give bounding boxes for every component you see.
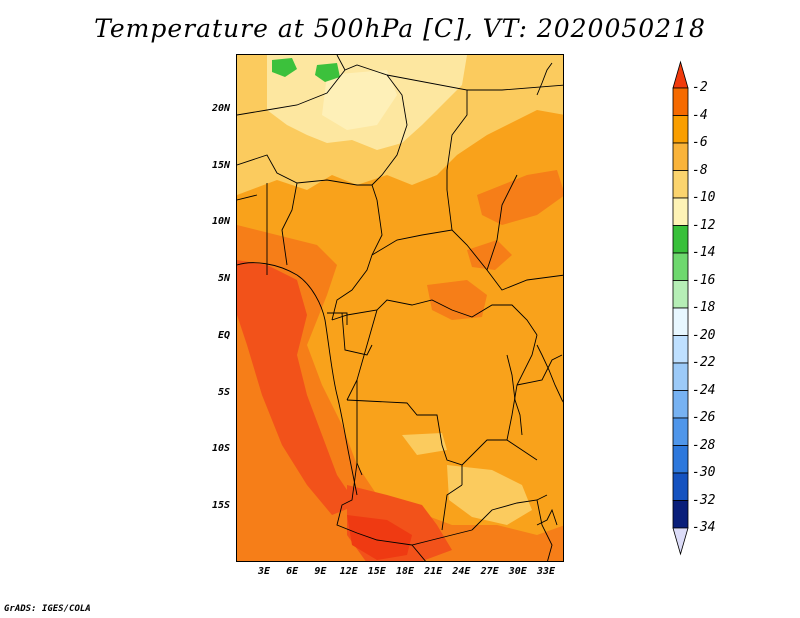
temperature-map <box>236 54 564 562</box>
country-borders <box>237 55 563 561</box>
colorbar-label: -22 <box>692 355 716 370</box>
field-light-southeast <box>447 465 532 525</box>
latitude-label: 20N <box>211 103 230 114</box>
colorbar-segment <box>672 142 689 171</box>
colorbar-label: -24 <box>692 382 716 398</box>
colorbar-segment <box>672 197 689 226</box>
field-warm-east <box>467 240 512 270</box>
latitude-label: 10N <box>211 216 230 228</box>
colorbar-label: -6 <box>692 135 708 150</box>
credit-label: GrADS: IGES/COLA <box>4 604 91 614</box>
colorbar-label: -34 <box>692 520 716 535</box>
field-green-2 <box>315 63 340 82</box>
colorbar-bottom-arrow <box>672 527 689 556</box>
longitude-label: 9E <box>314 566 327 577</box>
colorbar-segment <box>672 362 689 391</box>
longitude-label: 6E <box>286 566 299 577</box>
latitude-label: 10S <box>211 443 230 455</box>
field-hot-west <box>237 260 357 515</box>
colorbar-label: -14 <box>692 245 716 260</box>
colorbar-segment <box>672 390 689 419</box>
colorbar-segment <box>672 500 689 529</box>
temperature-fields <box>237 55 563 561</box>
colorbar-segment <box>672 170 689 199</box>
colorbar-segment <box>672 115 689 144</box>
map-title: Temperature at 500hPa [C], VT: 202005021… <box>94 14 706 43</box>
colorbar-label: -30 <box>692 465 716 480</box>
field-hottest-south <box>347 515 412 560</box>
colorbar-label: -32 <box>692 492 716 508</box>
colorbar-segment <box>672 335 689 364</box>
latitude-label: 5N <box>217 273 230 285</box>
colorbar-label: -2 <box>692 80 708 95</box>
colorbar-segment <box>672 472 689 501</box>
colorbar-label: -8 <box>692 162 708 178</box>
longitude-label: 12E <box>339 566 358 577</box>
colorbar-label: -16 <box>692 272 716 288</box>
field-warm-northeast <box>477 170 563 225</box>
colorbar-segment <box>672 307 689 336</box>
colorbar-label: -18 <box>692 300 716 315</box>
longitude-label: 27E <box>480 566 499 577</box>
colorbar-label: -20 <box>692 327 716 343</box>
colorbar-label: -10 <box>692 190 716 205</box>
longitude-label: 30E <box>508 566 527 577</box>
field-warm-central <box>427 280 487 320</box>
colorbar-segment <box>672 225 689 254</box>
longitude-label: 15E <box>367 566 386 577</box>
colorbar-label: -26 <box>692 410 716 425</box>
latitude-label: EQ <box>217 329 230 341</box>
colorbar-segment <box>672 445 689 474</box>
colorbar-top-arrow <box>672 60 689 89</box>
colorbar-label: -4 <box>692 107 708 123</box>
colorbar-segment <box>672 280 689 309</box>
field-green-1 <box>272 58 297 77</box>
field-pale-core <box>322 70 397 130</box>
map-canvas <box>237 55 563 561</box>
latitude-label: 15N <box>211 159 230 171</box>
longitude-label: 33E <box>536 566 556 577</box>
longitude-label: 18E <box>395 566 415 577</box>
colorbar-label: -28 <box>692 437 716 453</box>
field-light-central <box>402 433 447 455</box>
longitude-label: 24E <box>452 566 471 577</box>
colorbar-segment <box>672 87 689 116</box>
longitude-label: 3E <box>257 566 271 577</box>
latitude-label: 15S <box>211 499 230 511</box>
latitude-label: 5S <box>217 386 230 398</box>
colorbar-label: -12 <box>692 217 716 233</box>
colorbar-segment <box>672 252 689 281</box>
colorbar-segment <box>672 417 689 446</box>
longitude-label: 21E <box>424 566 443 577</box>
